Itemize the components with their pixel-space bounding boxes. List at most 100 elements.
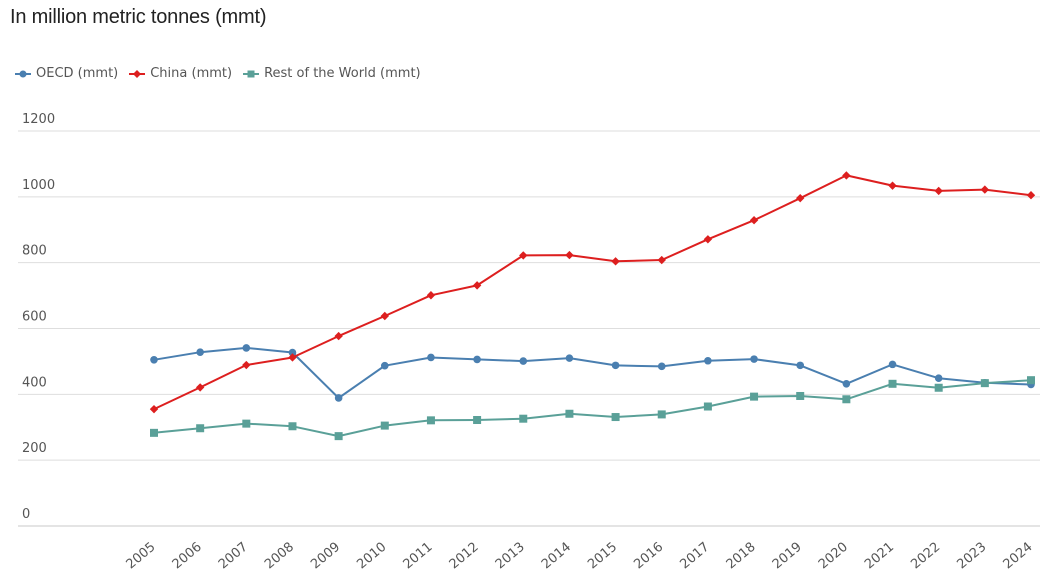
data-point: [472, 281, 482, 290]
y-tick-label-0: 0: [22, 507, 30, 522]
data-point: [657, 255, 666, 265]
x-tick-label-2014: 2014: [539, 540, 574, 573]
legend-item-oecd[interactable]: OECD (mmt): [14, 66, 118, 81]
data-point: [380, 311, 389, 321]
data-point: [150, 355, 158, 364]
data-point: [796, 193, 805, 203]
data-point: [611, 257, 620, 266]
series-line-0: [153, 346, 1032, 399]
y-tick-label-600: 600: [22, 310, 47, 325]
chart-title: In million metric tonnes (mmt): [10, 6, 267, 28]
x-tick-label-2018: 2018: [724, 540, 759, 573]
x-tick-label-2016: 2016: [631, 540, 666, 573]
data-point: [288, 353, 297, 362]
data-point: [750, 392, 759, 401]
data-point: [842, 380, 851, 388]
data-point: [934, 374, 943, 383]
x-tick-label-2023: 2023: [954, 540, 989, 573]
data-point: [426, 416, 435, 425]
data-point: [196, 424, 205, 433]
data-point: [334, 331, 343, 341]
data-point: [334, 432, 343, 441]
x-tick-label-2013: 2013: [493, 540, 528, 573]
x-tick-label-2005: 2005: [124, 540, 159, 573]
data-point: [565, 354, 574, 362]
data-point: [565, 250, 574, 260]
data-point: [796, 391, 805, 400]
x-tick-label-2012: 2012: [447, 540, 482, 573]
data-point: [703, 235, 713, 244]
legend-marker-rest-of-world: [243, 70, 260, 77]
data-point: [195, 383, 205, 392]
data-point: [380, 421, 389, 430]
data-point: [380, 361, 389, 370]
x-tick-label-2021: 2021: [862, 540, 897, 573]
data-point: [611, 361, 620, 370]
y-tick-label-1200: 1200: [22, 112, 55, 127]
data-point: [611, 413, 620, 422]
data-point: [842, 171, 851, 180]
data-point: [657, 362, 666, 371]
data-point: [242, 360, 251, 370]
legend-label-china: China (mmt): [150, 66, 233, 81]
data-point: [1026, 190, 1036, 200]
data-point: [288, 348, 297, 357]
legend-label-oecd: OECD (mmt): [36, 66, 119, 81]
y-tick-label-800: 800: [22, 244, 47, 259]
data-point: [519, 357, 528, 365]
data-point: [1027, 376, 1035, 385]
legend-item-rest-of-world[interactable]: Rest of the World (mmt): [242, 66, 421, 81]
data-point: [288, 422, 297, 431]
legend-marker-china: [129, 69, 146, 78]
x-tick-label-2010: 2010: [354, 540, 389, 573]
data-point: [703, 402, 712, 411]
x-tick-label-2006: 2006: [170, 540, 205, 573]
data-point: [657, 410, 666, 419]
data-point: [565, 409, 574, 418]
data-point: [934, 186, 943, 196]
data-point: [149, 404, 159, 414]
data-point: [242, 419, 251, 428]
x-tick-label-2008: 2008: [262, 540, 297, 573]
legend-marker-oecd: [15, 70, 31, 77]
series-1: [149, 171, 1036, 414]
data-point: [196, 348, 204, 357]
series-0: [150, 344, 1035, 402]
x-tick-label-2022: 2022: [908, 540, 943, 573]
data-point: [704, 356, 712, 365]
data-point: [426, 291, 436, 300]
data-point: [519, 414, 528, 423]
data-point: [934, 383, 943, 392]
series-2: [150, 376, 1035, 441]
data-point: [888, 360, 897, 369]
x-tick-label-2024: 2024: [1001, 540, 1036, 573]
x-tick-label-2017: 2017: [677, 540, 712, 573]
legend: OECD (mmt) China (mmt) Rest of the World…: [14, 66, 431, 81]
data-point: [427, 353, 435, 362]
series-line-1: [153, 174, 1032, 411]
data-point: [242, 344, 251, 352]
data-point: [842, 395, 851, 404]
y-tick-label-1000: 1000: [22, 178, 55, 193]
data-point: [749, 216, 759, 225]
data-point: [980, 379, 989, 388]
legend-item-china[interactable]: China (mmt): [128, 66, 232, 81]
legend-label-rest-of-world: Rest of the World (mmt): [264, 66, 421, 81]
x-tick-label-2011: 2011: [401, 540, 436, 573]
x-tick-label-2019: 2019: [770, 540, 805, 573]
data-point: [473, 355, 481, 364]
gridlines: [18, 130, 1040, 527]
data-point: [473, 416, 482, 425]
data-point: [796, 361, 805, 370]
x-tick-label-2020: 2020: [816, 540, 851, 573]
data-point: [334, 394, 343, 402]
data-point: [888, 181, 897, 190]
data-point: [888, 379, 897, 388]
data-point: [519, 251, 528, 260]
data-point: [750, 355, 758, 363]
data-point: [980, 185, 990, 194]
y-tick-label-200: 200: [22, 441, 47, 456]
y-tick-label-400: 400: [22, 375, 47, 390]
x-tick-label-2007: 2007: [216, 540, 251, 573]
